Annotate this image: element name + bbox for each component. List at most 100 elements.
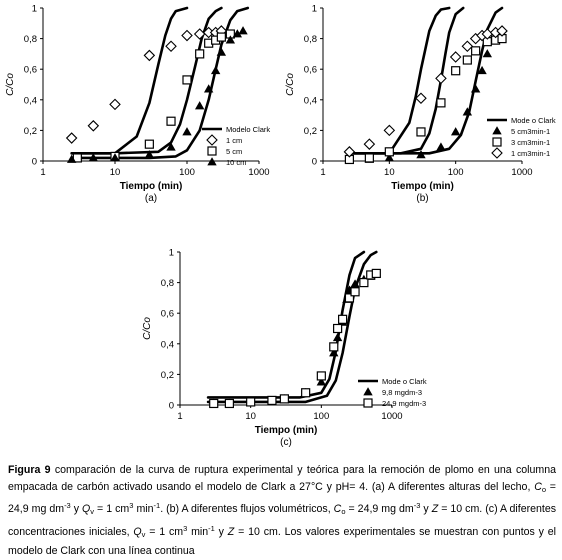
chart-a: 0 0,2 0,4 0,6 0,8 1 1 10 100 1000 Tiempo (min) C/Co… <box>5 4 270 205</box>
clark-model-curve <box>348 6 504 155</box>
data-point-triangle <box>384 153 395 162</box>
legend-label: Modelo Clark <box>226 125 270 134</box>
data-point-square <box>333 323 343 334</box>
data-point-diamond <box>415 92 427 105</box>
data-point-square <box>462 55 472 65</box>
data-point-square <box>371 268 381 279</box>
data-point-triangle <box>216 47 227 56</box>
legend-label: 24,9 mgdm-3 <box>382 399 426 408</box>
legend-marker-triangle <box>363 387 373 396</box>
caption-text: comparación de la curva de ruptura exper… <box>8 464 556 493</box>
y-tick-label: 1 <box>169 248 174 259</box>
data-point-triangle <box>144 150 155 159</box>
data-point-square <box>316 371 326 381</box>
x-tick-label: 1000 <box>381 411 402 422</box>
legend-marker-triangle <box>492 126 502 135</box>
panel-label: (a) <box>145 193 157 204</box>
data-point-triangle <box>88 153 99 162</box>
y-tick-label: 0,6 <box>24 65 37 76</box>
legend-label: 10 cm <box>226 158 246 167</box>
legend-label: 5 cm <box>226 147 242 156</box>
legend-label: Mode o Clark <box>511 116 556 125</box>
data-point-triangle <box>110 153 120 162</box>
data-point-diamond <box>143 49 156 62</box>
clark-model-curve <box>206 250 378 404</box>
x-axis-label: Tiempo (min) <box>391 181 454 192</box>
data-point-diamond <box>383 124 396 137</box>
data-point-square <box>209 398 219 409</box>
data-point-square <box>144 139 154 149</box>
data-point-diamond <box>165 40 177 53</box>
y-tick-label: 0 <box>312 157 317 168</box>
data-point-diamond <box>496 25 508 37</box>
x-tick-label: 1 <box>320 167 325 178</box>
y-tick-label: 0,2 <box>24 126 37 137</box>
data-point-square <box>166 116 176 126</box>
y-tick-label: 0,6 <box>161 309 174 320</box>
y-tick-label: 0 <box>169 401 174 412</box>
clark-model-curve <box>348 6 451 155</box>
legend-label: Mode o Clark <box>382 377 427 386</box>
y-tick-label: 0,8 <box>304 34 317 45</box>
data-point-square <box>246 397 256 407</box>
y-tick-label: 1 <box>32 4 37 15</box>
data-point-square <box>224 398 234 409</box>
data-point-diamond <box>193 28 206 40</box>
y-tick-label: 0,2 <box>161 370 174 381</box>
panel-label: (b) <box>416 193 428 204</box>
clark-model-curve <box>348 6 465 155</box>
legend-marker-diamond <box>491 147 503 159</box>
data-point-square <box>329 342 339 352</box>
data-point-square <box>301 388 311 398</box>
x-tick-label: 100 <box>313 411 329 422</box>
data-point-triangle <box>450 127 461 136</box>
legend-label: 1 cm <box>226 136 242 145</box>
data-point-triangle <box>416 150 426 159</box>
data-point-diamond <box>65 132 78 144</box>
data-point-triangle <box>477 65 487 75</box>
y-tick-label: 0 <box>32 157 37 168</box>
x-tick-label: 1 <box>177 411 182 422</box>
legend-marker-square <box>207 146 217 156</box>
data-point-square <box>338 314 348 324</box>
legend-label: 3 cm3min-1 <box>511 138 550 147</box>
data-point-diamond <box>87 120 100 132</box>
data-point-square <box>267 395 277 406</box>
x-tick-label: 100 <box>179 167 195 178</box>
x-tick-label: 1000 <box>511 167 532 178</box>
chart-b: 0 0,2 0,4 0,6 0,8 1 1 10 100 1000 Tiempo (min) C/Co… <box>285 4 556 205</box>
y-tick-label: 0,4 <box>304 95 317 106</box>
y-axis-label: C/Co <box>5 73 16 96</box>
data-point-diamond <box>363 138 376 150</box>
y-tick-label: 0,8 <box>161 278 174 289</box>
legend-marker-triangle <box>207 157 217 166</box>
x-tick-label: 10 <box>110 167 121 178</box>
data-point-square <box>451 66 461 76</box>
data-point-triangle <box>316 377 327 386</box>
data-point-triangle <box>350 279 360 288</box>
data-point-diamond <box>109 98 121 111</box>
x-axis-label: Tiempo (min) <box>120 181 183 192</box>
y-tick-label: 0,2 <box>304 126 317 137</box>
data-point-triangle <box>462 107 473 116</box>
legend-label: 1 cm3min-1 <box>511 149 550 158</box>
x-tick-label: 1000 <box>248 167 269 178</box>
data-point-square <box>384 147 394 157</box>
data-point-square <box>364 153 374 163</box>
data-point-square <box>350 287 360 297</box>
data-point-diamond <box>435 72 447 85</box>
chart-c: 0 0,2 0,4 0,6 0,8 1 1 10 100 1000 Tiempo (min) C/Co… <box>142 248 427 449</box>
clark-model-curve <box>70 6 223 155</box>
figure-label: Figura 9 <box>8 464 51 476</box>
data-point-triangle <box>482 49 493 58</box>
data-point-square <box>344 293 355 303</box>
data-point-diamond <box>449 51 462 63</box>
x-tick-label: 10 <box>384 167 395 178</box>
data-point-diamond <box>461 40 474 53</box>
x-tick-label: 1 <box>40 167 45 178</box>
y-tick-label: 1 <box>312 4 317 15</box>
x-axis-label: Tiempo (min) <box>255 425 318 436</box>
data-point-triangle <box>225 35 236 44</box>
legend-marker-diamond <box>206 134 218 146</box>
figure-caption: Figura 9 comparación de la curva de rupt… <box>8 464 557 557</box>
